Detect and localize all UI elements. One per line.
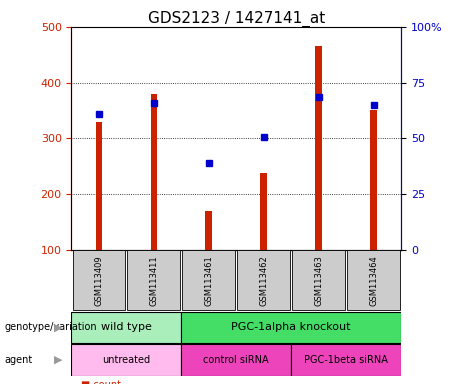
Bar — [95, 121, 102, 250]
Text: ■ count: ■ count — [81, 380, 121, 384]
Text: genotype/variation: genotype/variation — [5, 322, 97, 333]
Bar — [72, 250, 125, 310]
Bar — [260, 173, 267, 250]
Bar — [128, 250, 180, 310]
Bar — [315, 46, 322, 250]
Bar — [206, 211, 212, 250]
Title: GDS2123 / 1427141_at: GDS2123 / 1427141_at — [148, 11, 325, 27]
Text: GSM113463: GSM113463 — [314, 255, 323, 306]
Text: agent: agent — [5, 355, 33, 365]
Text: GSM113462: GSM113462 — [259, 255, 268, 306]
Text: GSM113464: GSM113464 — [369, 255, 378, 306]
Bar — [183, 250, 235, 310]
Text: ▶: ▶ — [54, 355, 62, 365]
Text: GSM113411: GSM113411 — [149, 255, 159, 306]
Bar — [71, 344, 181, 376]
Bar — [292, 250, 345, 310]
Bar — [181, 344, 291, 376]
Text: wild type: wild type — [101, 322, 152, 333]
Bar — [237, 250, 290, 310]
Text: untreated: untreated — [102, 355, 150, 365]
Text: PGC-1beta siRNA: PGC-1beta siRNA — [304, 355, 388, 365]
Bar — [370, 111, 377, 250]
Text: PGC-1alpha knockout: PGC-1alpha knockout — [231, 322, 351, 333]
Text: control siRNA: control siRNA — [203, 355, 269, 365]
Bar — [181, 312, 401, 343]
Text: ▶: ▶ — [54, 322, 62, 333]
Bar — [151, 94, 157, 250]
Bar — [291, 344, 401, 376]
Text: GSM113461: GSM113461 — [204, 255, 213, 306]
Text: GSM113409: GSM113409 — [95, 255, 103, 306]
Bar — [347, 250, 400, 310]
Bar — [71, 312, 181, 343]
